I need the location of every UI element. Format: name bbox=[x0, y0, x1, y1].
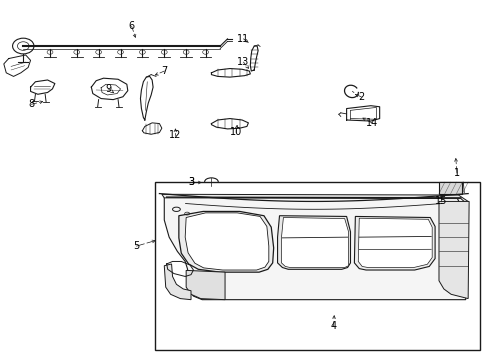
Text: 6: 6 bbox=[128, 21, 135, 31]
Text: 14: 14 bbox=[365, 118, 377, 128]
Polygon shape bbox=[164, 264, 191, 300]
Bar bbox=[154, 182, 479, 350]
Text: 11: 11 bbox=[237, 34, 249, 44]
Polygon shape bbox=[186, 270, 224, 300]
Polygon shape bbox=[162, 194, 467, 205]
Polygon shape bbox=[164, 196, 465, 300]
Polygon shape bbox=[354, 216, 434, 270]
Polygon shape bbox=[277, 216, 350, 269]
Polygon shape bbox=[358, 218, 431, 267]
Text: 7: 7 bbox=[161, 66, 167, 76]
Text: 10: 10 bbox=[230, 127, 242, 138]
Polygon shape bbox=[281, 217, 348, 267]
Text: 15: 15 bbox=[434, 197, 447, 206]
Text: 2: 2 bbox=[357, 92, 364, 102]
Text: 5: 5 bbox=[133, 241, 140, 251]
Polygon shape bbox=[179, 211, 273, 272]
Text: 9: 9 bbox=[105, 84, 111, 94]
Bar bbox=[438, 182, 461, 194]
Text: 1: 1 bbox=[453, 168, 459, 178]
Text: 3: 3 bbox=[187, 177, 194, 187]
Text: 3: 3 bbox=[187, 177, 194, 187]
Text: 13: 13 bbox=[237, 57, 249, 67]
Polygon shape bbox=[185, 213, 268, 270]
Text: 4: 4 bbox=[330, 321, 336, 332]
Polygon shape bbox=[438, 202, 468, 298]
Text: 12: 12 bbox=[169, 130, 181, 140]
Text: 8: 8 bbox=[28, 99, 35, 109]
